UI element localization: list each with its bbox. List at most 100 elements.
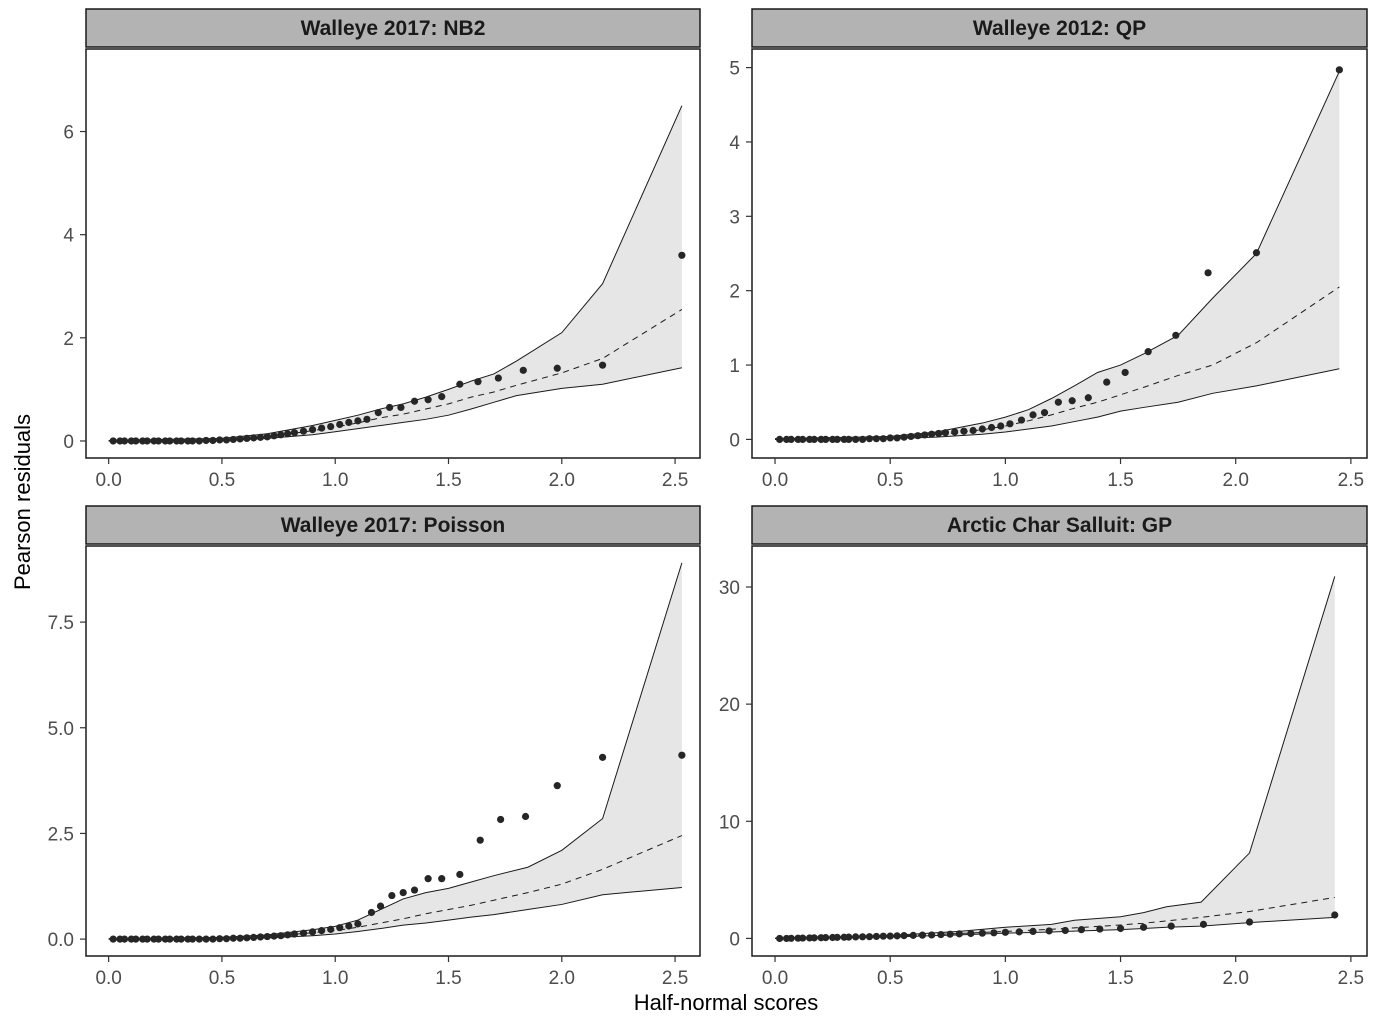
panel-title: Arctic Char Salluit: GP xyxy=(947,514,1172,537)
data-point xyxy=(865,933,874,941)
data-point xyxy=(553,782,561,790)
data-point xyxy=(1068,397,1076,405)
data-point xyxy=(236,934,244,942)
data-point xyxy=(474,378,482,386)
data-point xyxy=(519,366,527,374)
y-tick-label: 0 xyxy=(729,430,740,451)
data-point xyxy=(284,430,292,438)
x-tick-label: 2.0 xyxy=(1222,470,1248,491)
data-point xyxy=(955,930,963,938)
envelope-band xyxy=(775,71,1340,440)
y-tick-label: 0.0 xyxy=(48,930,74,951)
x-tick-label: 2.5 xyxy=(1338,470,1364,491)
x-tick-label: 2.5 xyxy=(662,470,688,491)
data-point xyxy=(290,930,299,938)
data-point xyxy=(290,429,299,437)
x-tick-label: 0.0 xyxy=(762,968,788,989)
data-point xyxy=(277,431,285,439)
y-axis-label: Pearson residuals xyxy=(10,414,35,590)
data-point xyxy=(978,929,986,937)
envelope-lower-line xyxy=(775,368,1340,440)
data-point xyxy=(1116,924,1125,933)
y-tick-label: 2.5 xyxy=(48,824,74,845)
data-point xyxy=(277,932,285,940)
panel-strip xyxy=(751,8,1368,48)
y-tick-label: 7.5 xyxy=(48,613,74,634)
data-point xyxy=(1199,920,1208,928)
data-point xyxy=(438,875,446,883)
data-point xyxy=(202,935,210,943)
data-point xyxy=(354,417,362,425)
x-tick-label: 2.5 xyxy=(1338,968,1364,989)
data-point xyxy=(1139,923,1148,931)
data-point xyxy=(438,393,446,401)
x-tick-label: 1.5 xyxy=(1107,470,1133,491)
data-point xyxy=(1029,411,1037,419)
x-tick-label: 1.0 xyxy=(992,470,1018,491)
data-point xyxy=(424,396,432,404)
data-point xyxy=(1077,926,1085,934)
data-point xyxy=(822,934,830,942)
data-point xyxy=(476,836,484,844)
data-point xyxy=(872,932,880,941)
panel-3: Walleye 2017: Poisson 0.0 0.5 1.0 1.5 2.0 2.5 0… xyxy=(48,505,701,989)
data-point xyxy=(858,435,867,444)
data-point xyxy=(250,434,258,442)
data-point xyxy=(893,434,901,442)
panel-border xyxy=(751,48,1368,459)
data-point xyxy=(937,930,945,939)
x-tick-label: 2.0 xyxy=(549,470,575,491)
data-point xyxy=(1084,394,1092,402)
data-point xyxy=(1040,409,1049,417)
data-point xyxy=(256,933,265,941)
x-tick-label: 2.0 xyxy=(549,968,575,989)
data-point xyxy=(934,429,943,438)
data-point xyxy=(109,437,117,445)
data-point xyxy=(928,430,936,438)
data-point xyxy=(810,435,818,444)
data-point xyxy=(363,415,371,423)
data-point xyxy=(872,435,880,443)
data-point xyxy=(354,920,362,928)
data-point xyxy=(598,361,607,369)
data-point xyxy=(250,933,258,942)
data-point xyxy=(410,397,419,405)
y-tick-label: 30 xyxy=(719,578,740,599)
data-point xyxy=(822,435,830,444)
envelope-band xyxy=(108,105,682,441)
data-point xyxy=(852,435,860,444)
data-point xyxy=(879,932,887,940)
data-point xyxy=(284,931,292,939)
data-point xyxy=(327,422,335,431)
data-point xyxy=(270,432,278,440)
y-tick-label: 2 xyxy=(729,282,740,303)
data-point xyxy=(987,423,996,432)
x-tick-label: 0.0 xyxy=(95,470,121,491)
data-point xyxy=(376,902,385,910)
data-point xyxy=(270,932,278,940)
data-point xyxy=(1204,269,1212,277)
data-point xyxy=(1167,922,1175,930)
y-tick-label: 5 xyxy=(729,59,740,80)
data-point xyxy=(497,815,505,824)
data-point xyxy=(143,935,151,943)
data-point xyxy=(132,935,140,943)
data-point xyxy=(776,934,784,943)
x-tick-label: 2.5 xyxy=(662,968,688,989)
data-point xyxy=(195,935,203,943)
data-point xyxy=(852,933,860,941)
data-point xyxy=(787,435,795,444)
y-tick-label: 0 xyxy=(729,929,740,950)
x-tick-label: 2.0 xyxy=(1222,968,1248,989)
y-tick-label: 5.0 xyxy=(48,719,74,740)
data-point xyxy=(494,374,502,382)
x-tick-label: 0.0 xyxy=(95,968,121,989)
data-point xyxy=(216,436,224,444)
data-point xyxy=(374,409,382,417)
data-point xyxy=(229,934,237,942)
x-tick-label: 0.5 xyxy=(877,968,903,989)
data-point xyxy=(177,437,185,445)
data-point xyxy=(327,925,335,933)
